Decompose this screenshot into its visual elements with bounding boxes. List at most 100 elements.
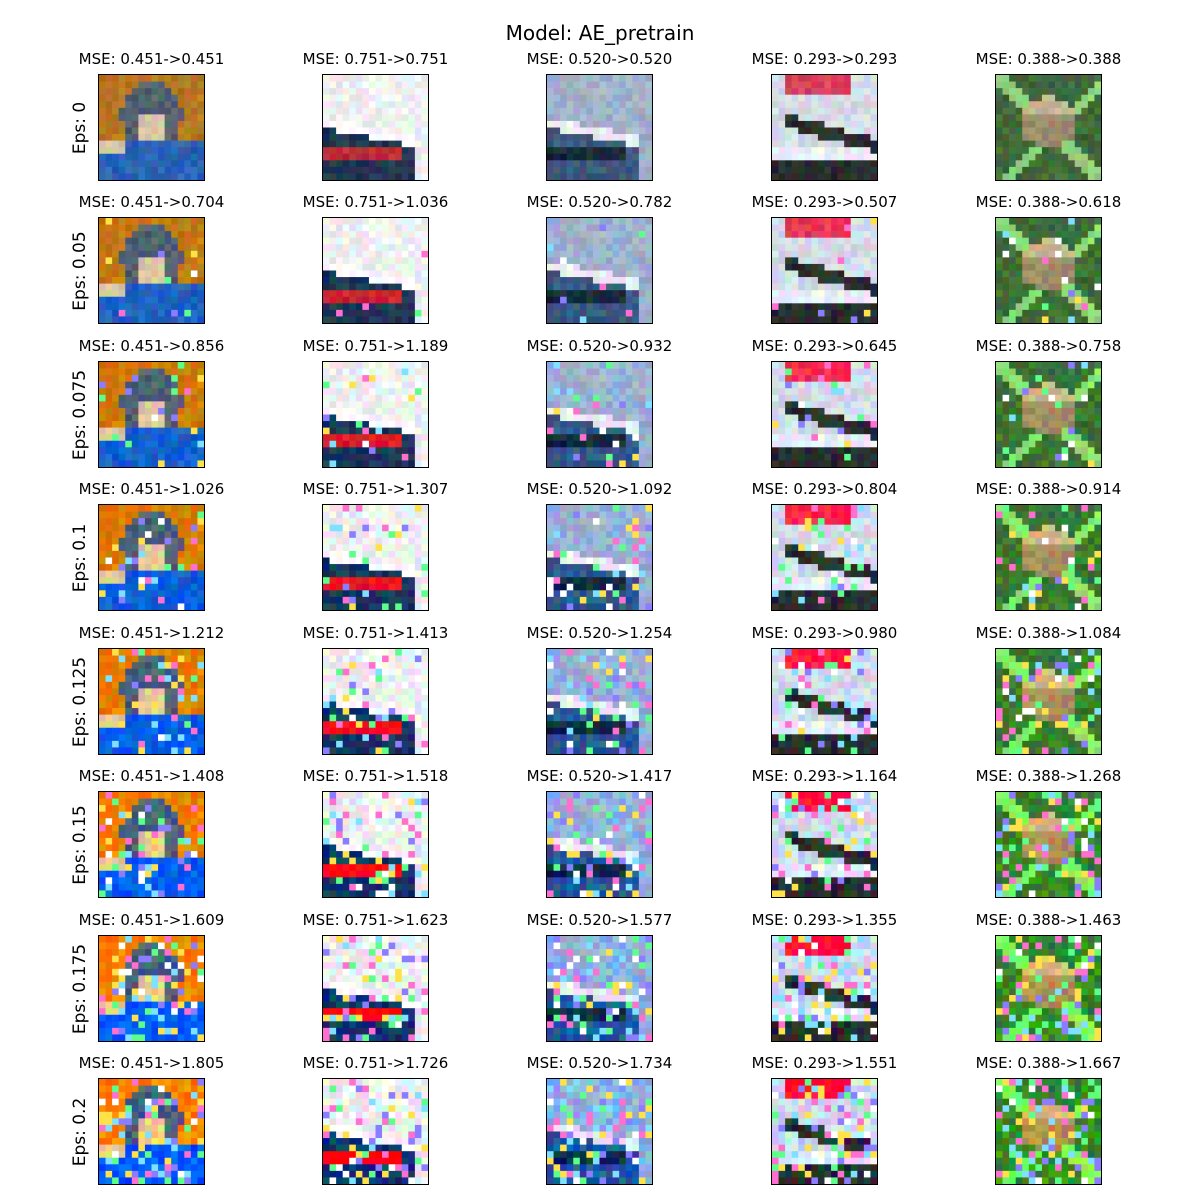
panel-image [996,792,1101,897]
panel-image [547,936,652,1041]
panel-image [772,218,877,323]
panel-title: MSE: 0.751->1.307 [266,479,486,499]
row-label: Eps: 0.175 [68,909,92,1069]
panel-title: MSE: 0.293->0.804 [715,479,935,499]
panel-image [547,75,652,180]
row-label: Eps: 0.075 [68,335,92,495]
image-panel [98,1078,205,1185]
panel-image [996,218,1101,323]
image-panel [771,217,878,324]
panel-title: MSE: 0.293->0.507 [715,192,935,212]
image-panel [98,935,205,1042]
panel-image [772,649,877,754]
panel-image [323,792,428,897]
panel-image [772,1079,877,1184]
image-panel [546,217,653,324]
panel-title: MSE: 0.751->1.726 [266,1053,486,1073]
panel-title: MSE: 0.451->0.856 [42,336,262,356]
panel-image [772,505,877,610]
panel-image [99,649,204,754]
panel-title: MSE: 0.751->1.036 [266,192,486,212]
image-panel [771,935,878,1042]
image-panel [98,217,205,324]
panel-image [547,505,652,610]
panel-image [99,218,204,323]
panel-image [323,1079,428,1184]
panel-title: MSE: 0.293->0.645 [715,336,935,356]
image-panel [771,504,878,611]
image-panel [546,361,653,468]
panel-title: MSE: 0.388->1.463 [939,910,1159,930]
image-panel [98,791,205,898]
panel-title: MSE: 0.388->0.388 [939,49,1159,69]
panel-image [323,936,428,1041]
image-panel [771,1078,878,1185]
panel-title: MSE: 0.293->1.355 [715,910,935,930]
image-panel [546,74,653,181]
panel-image [99,936,204,1041]
panel-image [996,505,1101,610]
image-panel [995,74,1102,181]
panel-title: MSE: 0.293->0.980 [715,623,935,643]
panel-image [996,936,1101,1041]
row-label: Eps: 0.1 [68,478,92,638]
panel-title: MSE: 0.293->1.551 [715,1053,935,1073]
image-panel [98,648,205,755]
panel-title: MSE: 0.520->1.092 [490,479,710,499]
panel-title: MSE: 0.388->0.758 [939,336,1159,356]
panel-title: MSE: 0.520->1.734 [490,1053,710,1073]
panel-title: MSE: 0.293->1.164 [715,766,935,786]
panel-title: MSE: 0.520->0.932 [490,336,710,356]
panel-title: MSE: 0.451->0.451 [42,49,262,69]
panel-title: MSE: 0.451->1.609 [42,910,262,930]
image-panel [322,217,429,324]
panel-image [99,1079,204,1184]
image-panel [546,935,653,1042]
panel-title: MSE: 0.751->1.623 [266,910,486,930]
image-panel [995,504,1102,611]
panel-image [772,362,877,467]
panel-image [99,792,204,897]
panel-title: MSE: 0.520->1.577 [490,910,710,930]
panel-title: MSE: 0.293->0.293 [715,49,935,69]
row-label: Eps: 0.2 [68,1052,92,1200]
panel-image [547,792,652,897]
panel-title: MSE: 0.451->1.805 [42,1053,262,1073]
panel-image [323,362,428,467]
panel-image [996,1079,1101,1184]
row-label: Eps: 0 [68,48,92,208]
panel-image [547,649,652,754]
image-panel [546,791,653,898]
image-panel [322,504,429,611]
figure-title: Model: AE_pretrain [0,20,1200,46]
panel-title: MSE: 0.751->1.413 [266,623,486,643]
row-label: Eps: 0.15 [68,765,92,925]
image-panel [771,648,878,755]
panel-image [99,75,204,180]
panel-image [547,362,652,467]
panel-title: MSE: 0.451->1.408 [42,766,262,786]
panel-title: MSE: 0.388->1.084 [939,623,1159,643]
panel-title: MSE: 0.751->1.189 [266,336,486,356]
image-panel [98,504,205,611]
panel-title: MSE: 0.388->0.618 [939,192,1159,212]
panel-image [547,1079,652,1184]
image-panel [771,74,878,181]
panel-title: MSE: 0.520->0.520 [490,49,710,69]
image-panel [322,791,429,898]
panel-image [323,218,428,323]
panel-title: MSE: 0.451->1.212 [42,623,262,643]
image-panel [771,361,878,468]
image-panel [322,648,429,755]
panel-title: MSE: 0.520->0.782 [490,192,710,212]
panel-image [996,649,1101,754]
panel-image [323,649,428,754]
panel-image [323,505,428,610]
panel-image [772,936,877,1041]
image-panel [995,791,1102,898]
panel-image [323,75,428,180]
image-panel [98,361,205,468]
panel-title: MSE: 0.751->0.751 [266,49,486,69]
image-panel [995,361,1102,468]
image-panel [322,1078,429,1185]
